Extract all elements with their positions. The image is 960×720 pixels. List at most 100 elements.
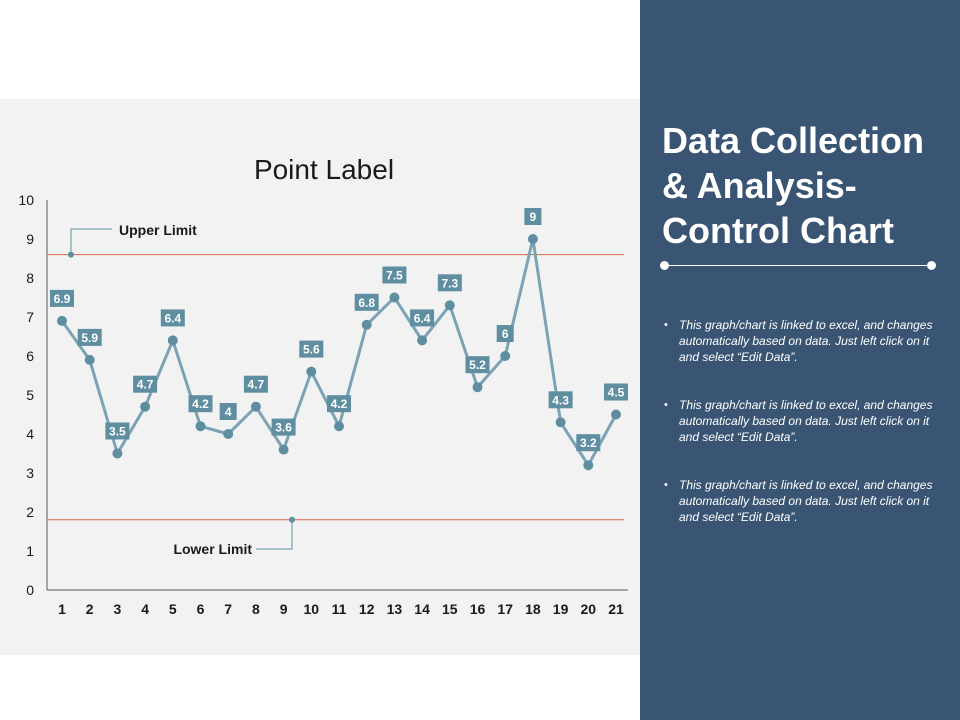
upper-limit-callout-line xyxy=(70,228,112,255)
data-label-box xyxy=(354,293,379,311)
data-label: 3.6 xyxy=(275,421,292,435)
data-point[interactable] xyxy=(527,234,538,244)
data-label-box xyxy=(327,395,351,413)
x-tick-label: 3 xyxy=(114,601,122,617)
data-label-box xyxy=(77,328,102,346)
x-tick-label: 20 xyxy=(581,601,597,617)
y-tick-label: 9 xyxy=(26,231,34,247)
data-point[interactable] xyxy=(112,448,123,459)
data-label-box xyxy=(299,340,324,358)
data-label-box xyxy=(576,434,601,452)
x-tick-label: 13 xyxy=(387,601,403,617)
data-point[interactable] xyxy=(500,351,511,361)
y-tick-label: 6 xyxy=(26,348,34,364)
lower-limit-callout-line xyxy=(256,519,293,550)
chart-title: Point Label xyxy=(254,154,394,185)
x-tick-label: 12 xyxy=(359,601,375,617)
upper-limit-label: Upper Limit xyxy=(119,222,197,238)
x-tick-label: 19 xyxy=(553,601,569,617)
side-panel: Data Collection & Analysis- Control Char… xyxy=(640,0,960,720)
data-label: 5.2 xyxy=(469,358,486,372)
data-label: 6 xyxy=(502,327,509,341)
description-item: This graph/chart is linked to excel, and… xyxy=(664,397,934,445)
data-label-box xyxy=(105,422,130,440)
data-point[interactable] xyxy=(334,421,344,432)
description-list: This graph/chart is linked to excel, and… xyxy=(664,317,934,557)
data-point[interactable] xyxy=(417,335,428,346)
x-tick-label: 15 xyxy=(442,601,458,617)
data-point[interactable] xyxy=(223,429,234,439)
data-label: 7.3 xyxy=(441,276,458,290)
data-label-box xyxy=(271,418,296,436)
data-point[interactable] xyxy=(278,444,289,455)
data-point[interactable] xyxy=(583,460,594,471)
data-point[interactable] xyxy=(195,421,206,432)
data-point[interactable] xyxy=(389,292,400,303)
data-point[interactable] xyxy=(250,401,261,412)
x-tick-label: 2 xyxy=(86,601,94,617)
data-point[interactable] xyxy=(361,319,372,330)
x-tick-label: 5 xyxy=(169,601,177,617)
x-tick-label: 16 xyxy=(470,601,486,617)
y-tick-label: 3 xyxy=(26,465,34,481)
data-label-box xyxy=(219,403,237,420)
x-tick-label: 14 xyxy=(414,601,430,617)
data-point[interactable] xyxy=(444,300,455,311)
data-point[interactable] xyxy=(57,315,67,326)
y-tick-label: 1 xyxy=(26,543,34,559)
data-label: 4.5 xyxy=(608,386,625,400)
data-label: 6.4 xyxy=(414,311,431,325)
data-label: 5.6 xyxy=(303,343,320,357)
data-point[interactable] xyxy=(84,354,95,365)
data-label: 6.8 xyxy=(358,296,375,310)
x-tick-label: 1 xyxy=(58,601,66,617)
data-label: 4.7 xyxy=(137,378,154,392)
y-tick-label: 4 xyxy=(26,426,34,442)
data-label: 3.5 xyxy=(109,425,126,439)
slide-title: Data Collection & Analysis- Control Char… xyxy=(662,120,925,251)
data-label: 4.3 xyxy=(552,393,569,407)
data-label-box xyxy=(188,395,213,413)
data-label: 9 xyxy=(530,210,537,224)
data-label: 4 xyxy=(225,405,232,419)
x-tick-label: 17 xyxy=(497,601,513,617)
series-line xyxy=(60,237,618,467)
y-tick-label: 2 xyxy=(26,504,34,520)
data-point[interactable] xyxy=(611,409,621,420)
description-item: This graph/chart is linked to excel, and… xyxy=(664,477,934,525)
data-label: 4.2 xyxy=(192,397,209,411)
data-label: 6.9 xyxy=(54,292,71,306)
x-tick-label: 10 xyxy=(304,601,320,617)
data-point[interactable] xyxy=(306,366,317,377)
data-label-box xyxy=(243,375,268,393)
data-label: 3.2 xyxy=(580,436,597,450)
lower-limit-callout-dot xyxy=(289,516,295,523)
data-point[interactable] xyxy=(555,417,566,428)
upper-limit-callout-dot xyxy=(68,251,74,258)
title-divider xyxy=(664,265,932,266)
x-tick-label: 9 xyxy=(280,601,288,617)
data-label-box xyxy=(410,309,435,327)
x-tick-label: 8 xyxy=(252,601,260,617)
data-point[interactable] xyxy=(140,401,151,412)
data-label-box xyxy=(50,289,74,307)
data-point[interactable] xyxy=(167,335,178,346)
lower-limit-label: Lower Limit xyxy=(173,541,252,557)
y-tick-label: 5 xyxy=(26,387,34,403)
data-label-box xyxy=(160,309,185,327)
description-item: This graph/chart is linked to excel, and… xyxy=(664,317,934,365)
data-label: 4.7 xyxy=(248,378,265,392)
data-label-box xyxy=(524,208,542,225)
data-label: 6.4 xyxy=(164,311,181,325)
data-label: 4.2 xyxy=(331,397,348,411)
divider-dot-right xyxy=(927,261,936,270)
y-tick-label: 0 xyxy=(26,582,34,598)
data-label-box xyxy=(496,325,514,342)
data-point[interactable] xyxy=(472,382,483,393)
y-tick-label: 10 xyxy=(18,192,34,208)
data-label-box xyxy=(437,274,462,292)
data-label: 7.5 xyxy=(386,269,403,283)
data-label-box xyxy=(465,356,490,374)
chart-panel: Point Label 0 1 2 3 4 5 6 7 8 9 10 1 2 3 4 5 6 7 8 9 10 11 12 13… xyxy=(0,99,640,655)
